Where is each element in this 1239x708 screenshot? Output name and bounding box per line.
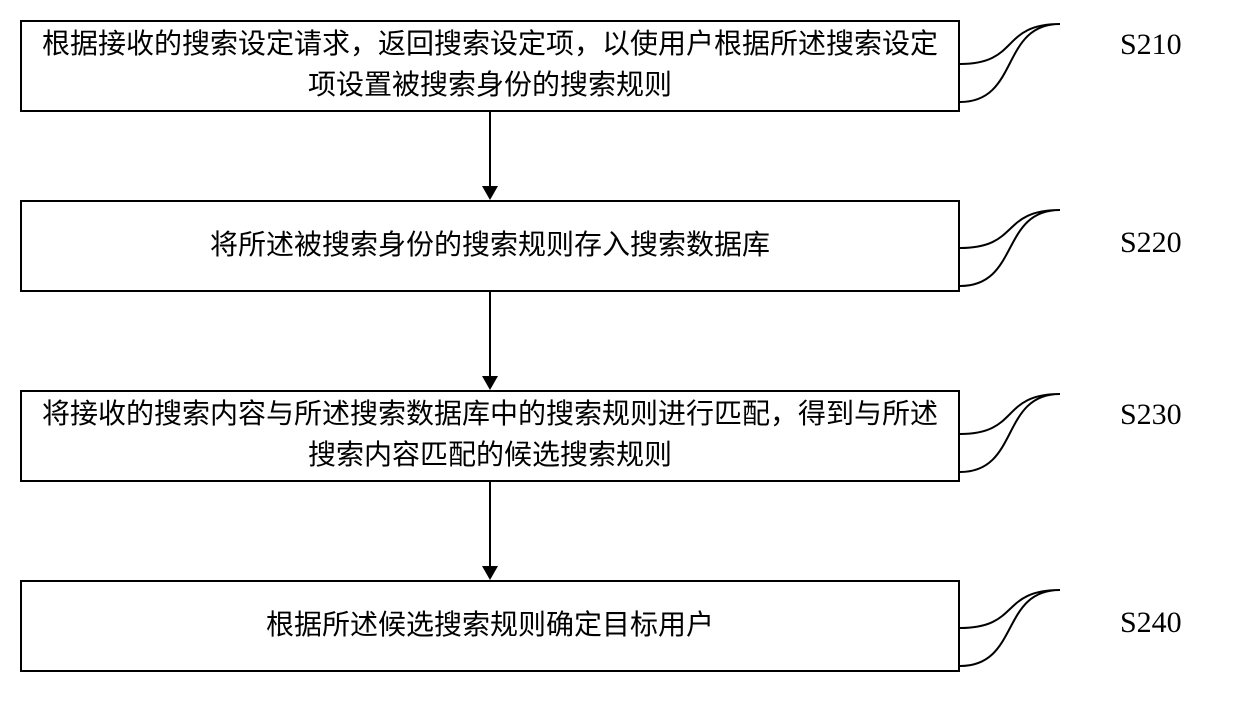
flowchart-canvas: 根据接收的搜索设定请求，返回搜索设定项，以使用户根据所述搜索设定项设置被搜索身份… (0, 0, 1239, 708)
label-text: S210 (1120, 28, 1182, 61)
arrow-line-1 (489, 112, 491, 186)
arrow-head-2 (482, 376, 498, 390)
step-box-s230: 将接收的搜索内容与所述搜索数据库中的搜索规则进行匹配，得到与所述搜索内容匹配的候… (20, 390, 960, 482)
step-text: 根据所述候选搜索规则确定目标用户 (266, 606, 714, 647)
step-text: 将接收的搜索内容与所述搜索数据库中的搜索规则进行匹配，得到与所述搜索内容匹配的候… (32, 395, 948, 476)
curve-s230 (960, 384, 1070, 484)
step-text: 将所述被搜索身份的搜索规则存入搜索数据库 (210, 226, 770, 267)
arrow-head-1 (482, 186, 498, 200)
step-label-s210: S210 (1120, 28, 1182, 62)
arrow-line-3 (489, 482, 491, 566)
step-box-s210: 根据接收的搜索设定请求，返回搜索设定项，以使用户根据所述搜索设定项设置被搜索身份… (20, 20, 960, 112)
arrow-line-2 (489, 292, 491, 376)
step-box-s240: 根据所述候选搜索规则确定目标用户 (20, 580, 960, 672)
arrow-head-3 (482, 566, 498, 580)
label-text: S230 (1120, 398, 1182, 431)
label-text: S220 (1120, 226, 1182, 259)
step-box-s220: 将所述被搜索身份的搜索规则存入搜索数据库 (20, 200, 960, 292)
curve-s240 (960, 580, 1070, 680)
label-text: S240 (1120, 606, 1182, 639)
step-text: 根据接收的搜索设定请求，返回搜索设定项，以使用户根据所述搜索设定项设置被搜索身份… (32, 25, 948, 106)
step-label-s240: S240 (1120, 606, 1182, 640)
curve-s210 (960, 14, 1070, 114)
curve-s220 (960, 200, 1070, 300)
step-label-s230: S230 (1120, 398, 1182, 432)
step-label-s220: S220 (1120, 226, 1182, 260)
